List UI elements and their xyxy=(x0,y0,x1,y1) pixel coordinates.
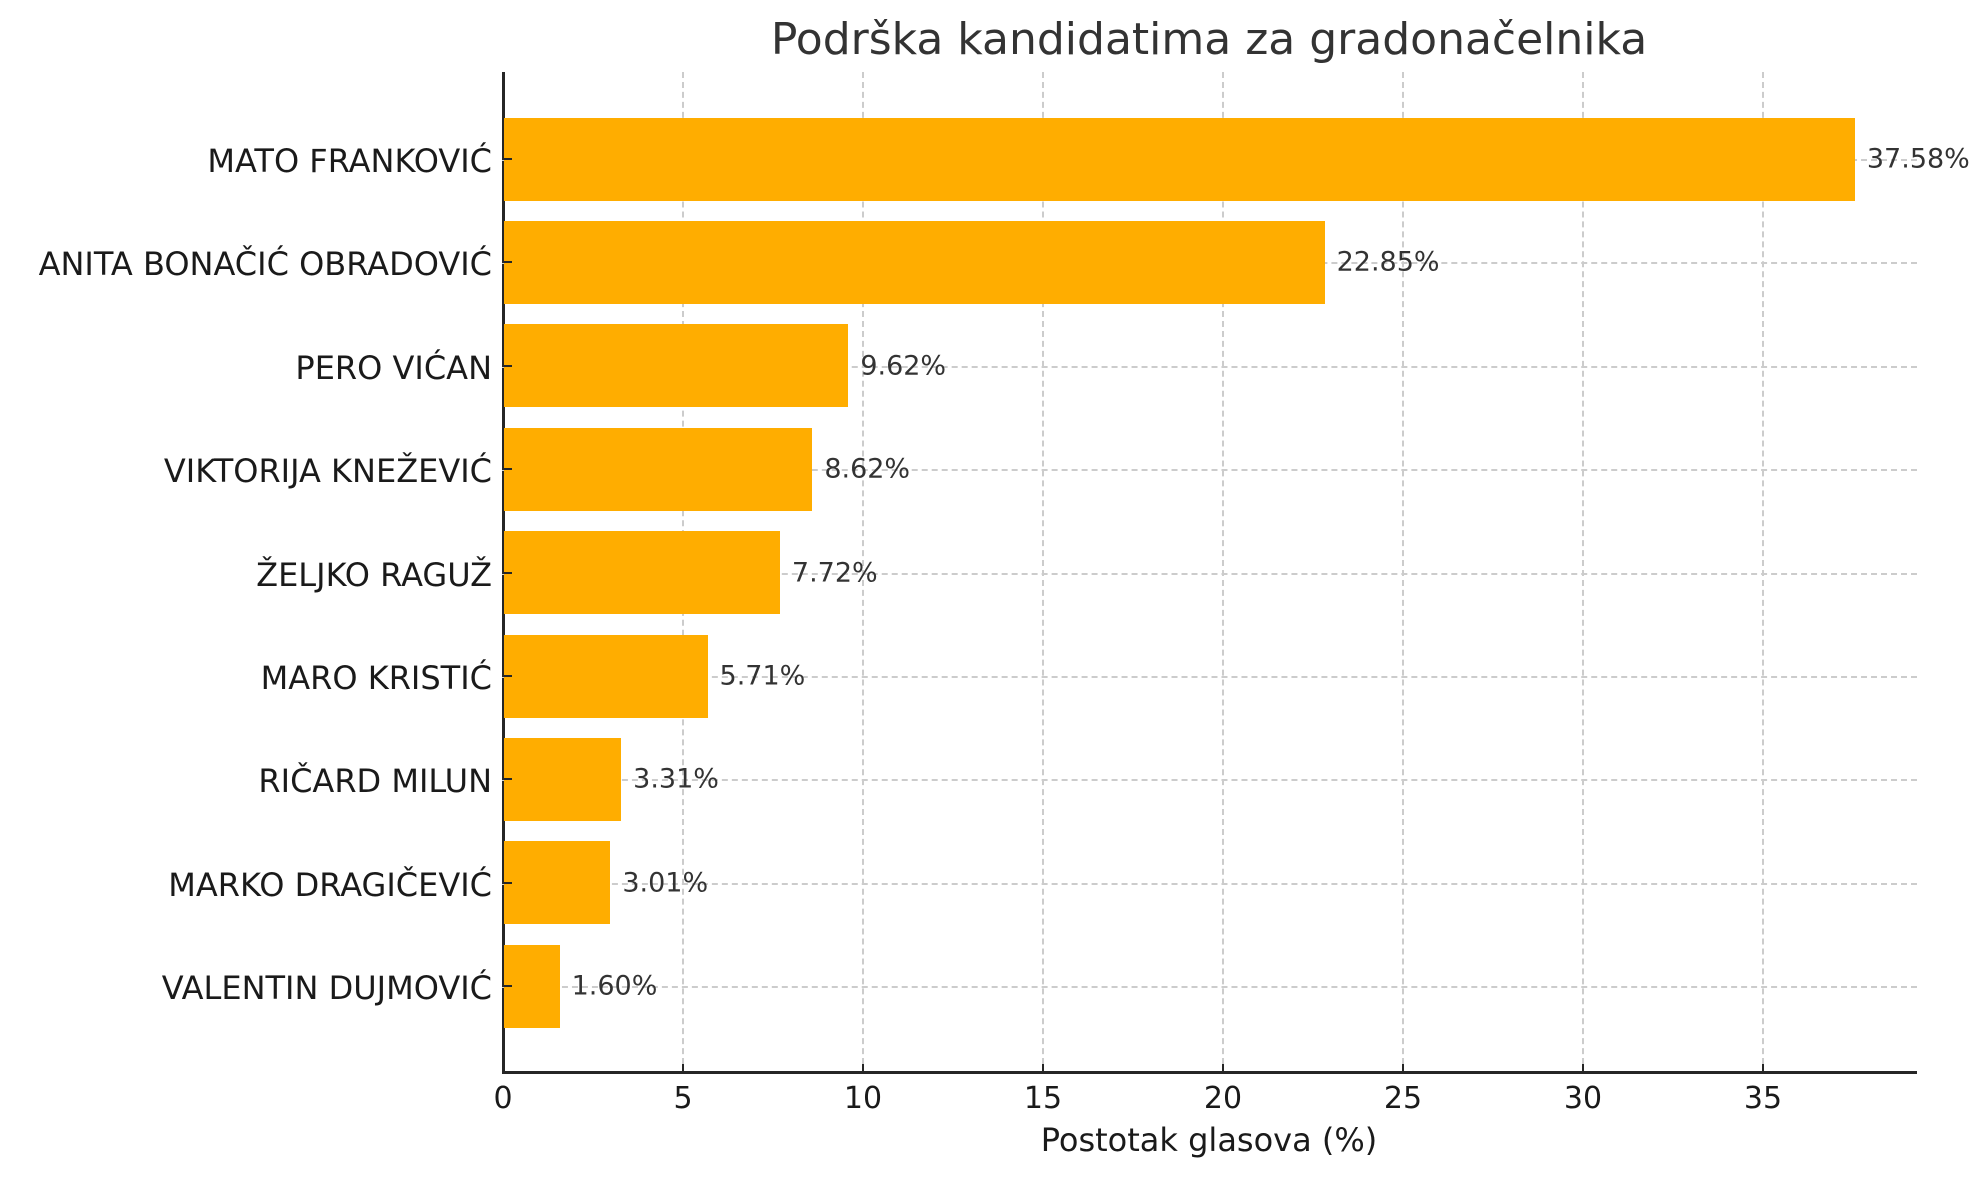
x-tick-label: 0 xyxy=(493,1081,513,1116)
bar xyxy=(504,427,813,511)
bar-value-label: 1.60% xyxy=(571,970,658,1002)
x-tick-label: 15 xyxy=(1023,1081,1063,1116)
y-category-label: MARKO DRAGIČEVIĆ xyxy=(168,865,492,904)
x-tick xyxy=(1582,1064,1584,1074)
x-tick-label: 10 xyxy=(843,1081,883,1116)
plot-area: 37.58% 22.85% 9.62% 8.62% 7.72% 5.71% 3.31% 3.0… xyxy=(502,72,1970,1074)
y-category-label: RIČARD MILUN xyxy=(258,762,492,801)
bar-value-label: 9.62% xyxy=(860,350,947,382)
bar xyxy=(504,841,611,925)
y-gridline xyxy=(502,779,1917,782)
y-category-label: VIKTORIJA KNEŽEVIĆ xyxy=(163,452,492,491)
bar xyxy=(504,220,1325,304)
y-tick xyxy=(502,261,512,264)
y-category-label: MATO FRANKOVIĆ xyxy=(207,142,492,180)
y-gridline xyxy=(502,365,1917,368)
y-tick xyxy=(502,985,512,988)
bar-value-label: 3.01% xyxy=(622,867,709,899)
y-category-label: ŽELJKO RAGUŽ xyxy=(256,555,492,594)
y-tick xyxy=(502,364,512,367)
y-tick xyxy=(502,881,512,884)
y-category-label: VALENTIN DUJMOVIĆ xyxy=(161,969,492,1008)
bar-value-label: 22.85% xyxy=(1336,246,1440,278)
y-gridline xyxy=(502,986,1917,989)
x-tick xyxy=(502,1064,504,1074)
y-tick xyxy=(502,675,512,677)
x-axis-title: Postotak glasova (%) xyxy=(1040,1121,1378,1159)
bar xyxy=(504,324,849,408)
x-axis-line xyxy=(502,1071,1917,1074)
bar-value-label: 3.31% xyxy=(633,763,719,795)
y-tick xyxy=(502,778,512,781)
y-category-label: PERO VIĆAN xyxy=(295,348,492,387)
y-gridline xyxy=(502,572,1917,575)
x-tick-label: 20 xyxy=(1203,1081,1243,1116)
y-gridline xyxy=(502,676,1917,678)
bar xyxy=(504,737,622,821)
x-tick-label: 35 xyxy=(1743,1081,1783,1116)
x-tick xyxy=(682,1064,684,1074)
bar-value-label: 8.62% xyxy=(824,453,911,485)
bar xyxy=(504,117,1855,201)
y-tick xyxy=(502,571,512,574)
y-category-label: ANITA BONAČIĆ OBRADOVIĆ xyxy=(38,245,492,284)
x-tick xyxy=(1762,1064,1764,1074)
bar xyxy=(504,531,780,615)
x-tick xyxy=(1222,1064,1224,1074)
x-tick xyxy=(862,1064,864,1074)
x-tick-label: 30 xyxy=(1563,1081,1603,1116)
y-tick xyxy=(502,158,512,160)
y-gridline xyxy=(502,469,1917,472)
bar xyxy=(504,944,560,1028)
y-tick xyxy=(502,468,512,471)
bar-value-label: 7.72% xyxy=(791,557,878,589)
bar-value-label: 37.58% xyxy=(1866,143,1970,175)
y-gridline xyxy=(502,882,1917,885)
x-tick xyxy=(1402,1064,1404,1074)
chart-title: Podrška kandidatima za gradonačelnika xyxy=(770,14,1648,65)
bar-value-label: 5.71% xyxy=(719,660,806,692)
x-tick-label: 5 xyxy=(673,1081,693,1116)
y-category-label: MARO KRISTIĆ xyxy=(260,659,492,697)
x-tick-label: 25 xyxy=(1383,1081,1423,1116)
x-tick xyxy=(1042,1064,1044,1074)
bar xyxy=(504,634,708,718)
